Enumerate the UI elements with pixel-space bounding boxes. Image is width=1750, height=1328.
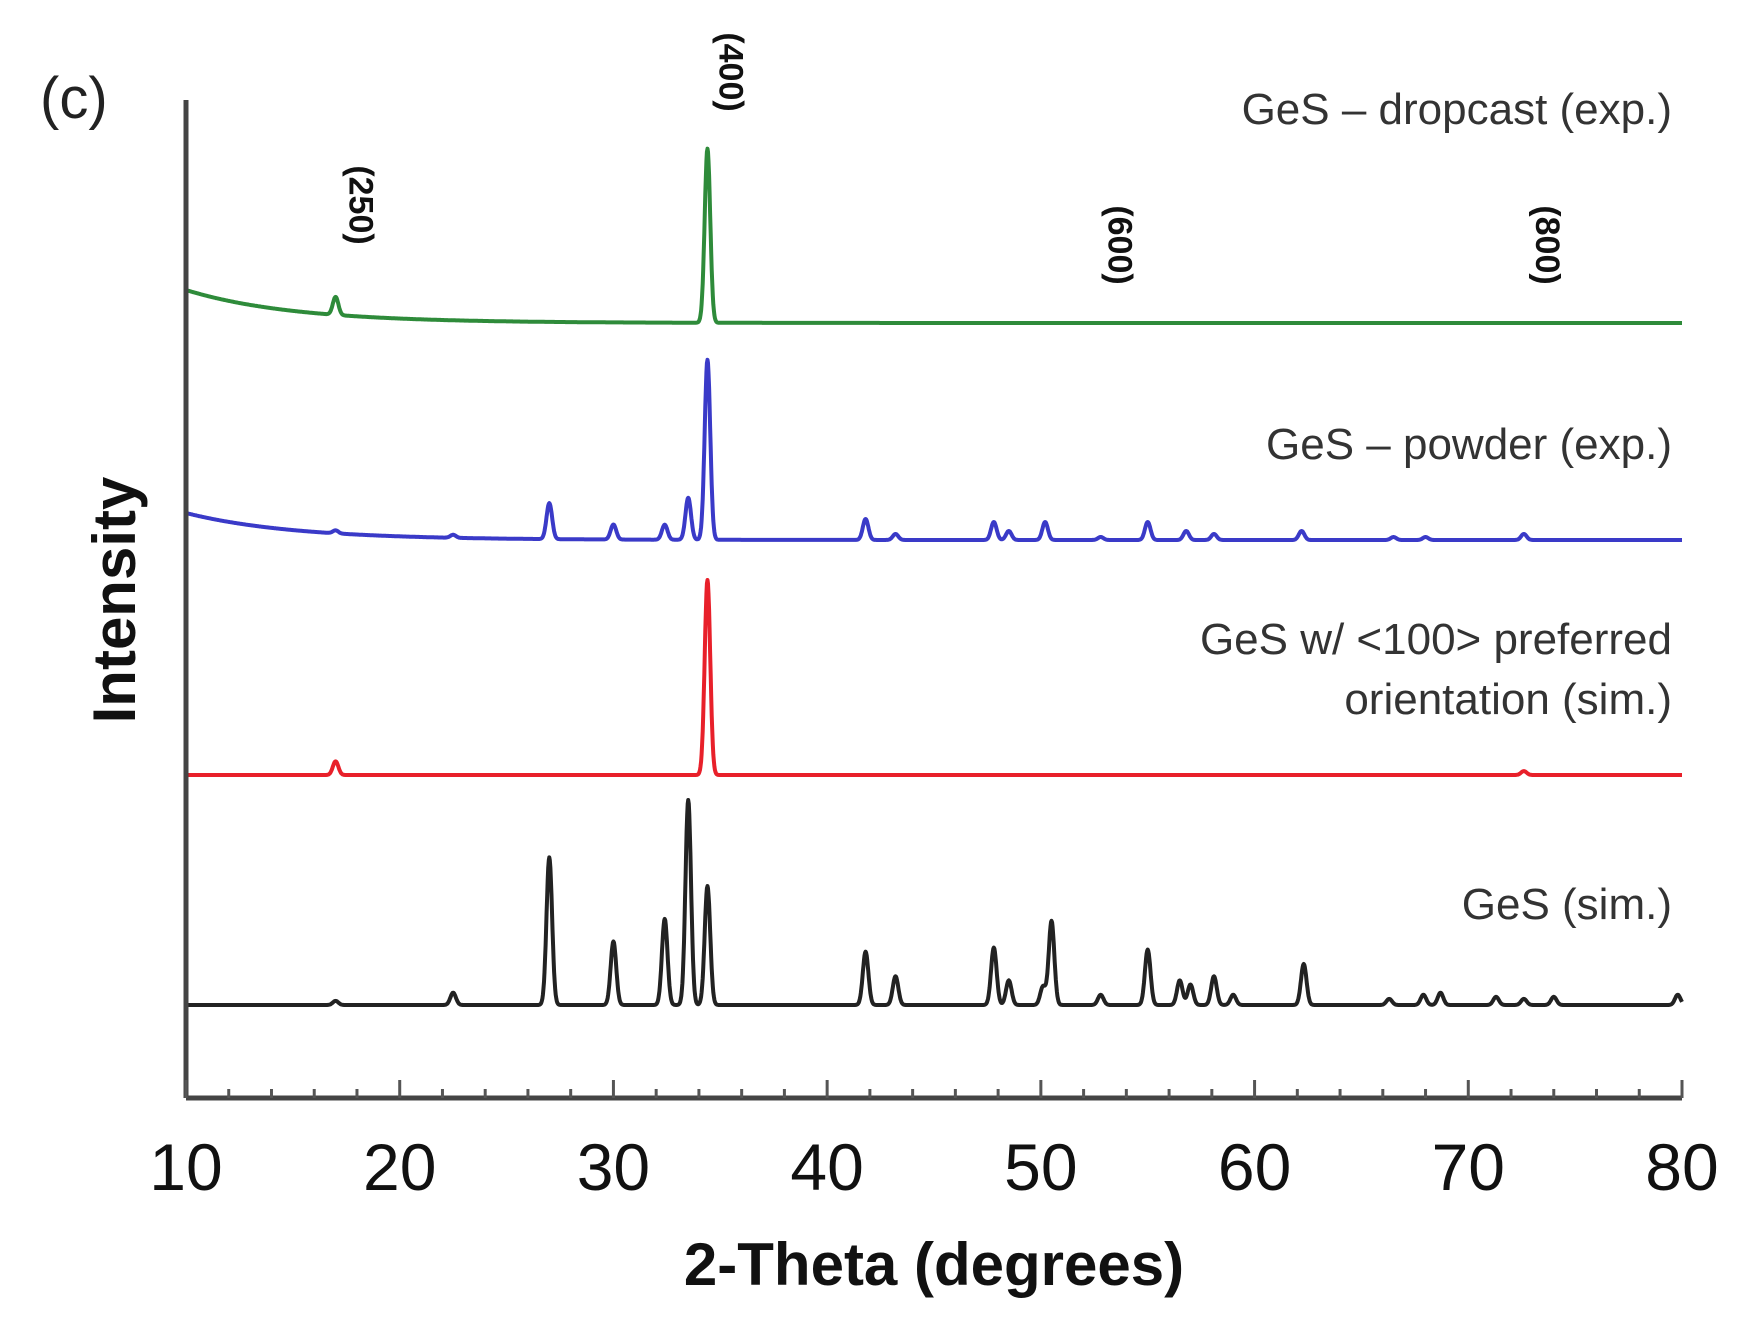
x-tick-label: 80 [1645, 1130, 1718, 1204]
peak-label-600: (600) [1100, 205, 1138, 284]
series-label-4: GeS (sim.) [1462, 880, 1672, 929]
series-line-4 [184, 798, 1684, 1007]
series-labels: GeS – dropcast (exp.) GeS – powder (exp.)… [1200, 85, 1672, 929]
series-layer [184, 146, 1684, 1007]
x-tick-label: 60 [1218, 1130, 1291, 1204]
series-label-2: GeS – powder (exp.) [1266, 420, 1672, 469]
series-line-2 [184, 357, 1684, 542]
series-line-1 [184, 146, 1684, 325]
x-tick-label: 40 [790, 1130, 863, 1204]
peak-label-250: (250) [342, 165, 380, 244]
x-axis-title: 2-Theta (degrees) [684, 1231, 1184, 1298]
series-label-3-line-2: orientation (sim.) [1344, 675, 1672, 724]
x-tick-label: 10 [149, 1130, 222, 1204]
x-tick-label: 70 [1432, 1130, 1505, 1204]
panel-label: (c) [40, 66, 108, 131]
x-ticks: 10 20 30 40 50 60 70 80 [149, 1080, 1719, 1204]
x-tick-label: 20 [363, 1130, 436, 1204]
series-label-1: GeS – dropcast (exp.) [1242, 85, 1672, 134]
x-tick-label: 50 [1004, 1130, 1077, 1204]
y-axis-title: Intensity [81, 476, 148, 723]
series-label-3-line-1: GeS w/ <100> preferred [1200, 615, 1672, 664]
series-line-3 [184, 578, 1684, 777]
x-tick-label: 30 [577, 1130, 650, 1204]
peak-labels: (250) (400) (600) (800) [342, 32, 1566, 284]
peak-label-400: (400) [712, 32, 750, 111]
peak-label-800: (800) [1528, 205, 1566, 284]
